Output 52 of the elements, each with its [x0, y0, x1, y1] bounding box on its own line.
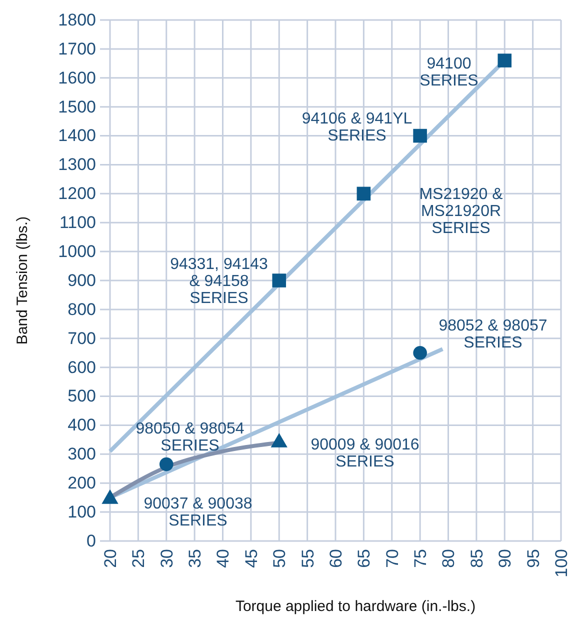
x-tick-label: 85 [467, 549, 486, 568]
x-tick-label: 70 [382, 549, 402, 568]
y-tick-label: 500 [68, 386, 96, 406]
point [413, 346, 427, 360]
y-tick-label: 1700 [58, 39, 96, 58]
x-tick-label: 80 [439, 549, 458, 568]
y-tick-label: 800 [68, 300, 96, 319]
y-tick-label: 1300 [58, 155, 96, 174]
x-tick-label: 100 [552, 549, 571, 578]
y-tick-label: 200 [68, 474, 96, 493]
y-tick-label: 700 [68, 328, 96, 348]
x-tick-label: 30 [157, 549, 176, 568]
y-tick-label: 100 [68, 502, 96, 522]
annotation: 98052 & 98057 SERIES [438, 318, 548, 352]
annotation: 90009 & 90016 SERIES [310, 436, 420, 470]
point [159, 457, 174, 472]
y-tick-label: 1500 [58, 97, 96, 116]
y-tick-label: 1600 [58, 68, 96, 88]
x-tick-label: 65 [354, 549, 374, 568]
point [272, 274, 286, 288]
x-tick-label: 25 [129, 549, 148, 568]
x-tick-label: 90 [496, 549, 515, 568]
x-tick-label: 35 [186, 549, 205, 568]
x-tick-label: 95 [524, 549, 543, 568]
x-tick-label: 55 [298, 549, 318, 568]
y-tick-label: 1100 [59, 213, 96, 232]
x-tick-label: 60 [326, 549, 346, 568]
y-tick-label: 600 [68, 358, 96, 377]
annotation: 94331, 94143 & 94158 SERIES [170, 256, 268, 307]
x-tick-label: 50 [270, 549, 290, 568]
annotation: 98050 & 98054 SERIES [136, 420, 244, 454]
y-tick-label: 900 [68, 270, 96, 290]
x-tick-label: 40 [214, 549, 233, 568]
y-tick-label: 300 [68, 444, 96, 464]
y-axis-title: Band Tension (lbs.) [14, 216, 31, 345]
y-tick-label: 1800 [58, 10, 96, 30]
y-tick-label: 1000 [58, 242, 96, 261]
x-axis-title: Torque applied to hardware (in.-lbs.) [235, 598, 476, 615]
point [413, 128, 427, 143]
y-tick-label: 1400 [58, 126, 96, 146]
x-tick-label: 75 [411, 549, 430, 568]
y-tick-label: 1200 [58, 184, 96, 204]
annotation: 94100 SERIES [420, 56, 478, 90]
point [498, 54, 512, 68]
annotation: 90037 & 90038 SERIES [144, 496, 252, 530]
x-tick-label: 45 [242, 549, 261, 568]
y-tick-label: 400 [68, 416, 96, 435]
annotation: 94106 & 941YL SERIES [302, 110, 412, 144]
point [356, 186, 371, 201]
y-tick-label: 0 [86, 531, 96, 550]
x-tick-label: 20 [100, 549, 120, 568]
annotation: MS21920 & MS21920R SERIES [419, 186, 504, 237]
